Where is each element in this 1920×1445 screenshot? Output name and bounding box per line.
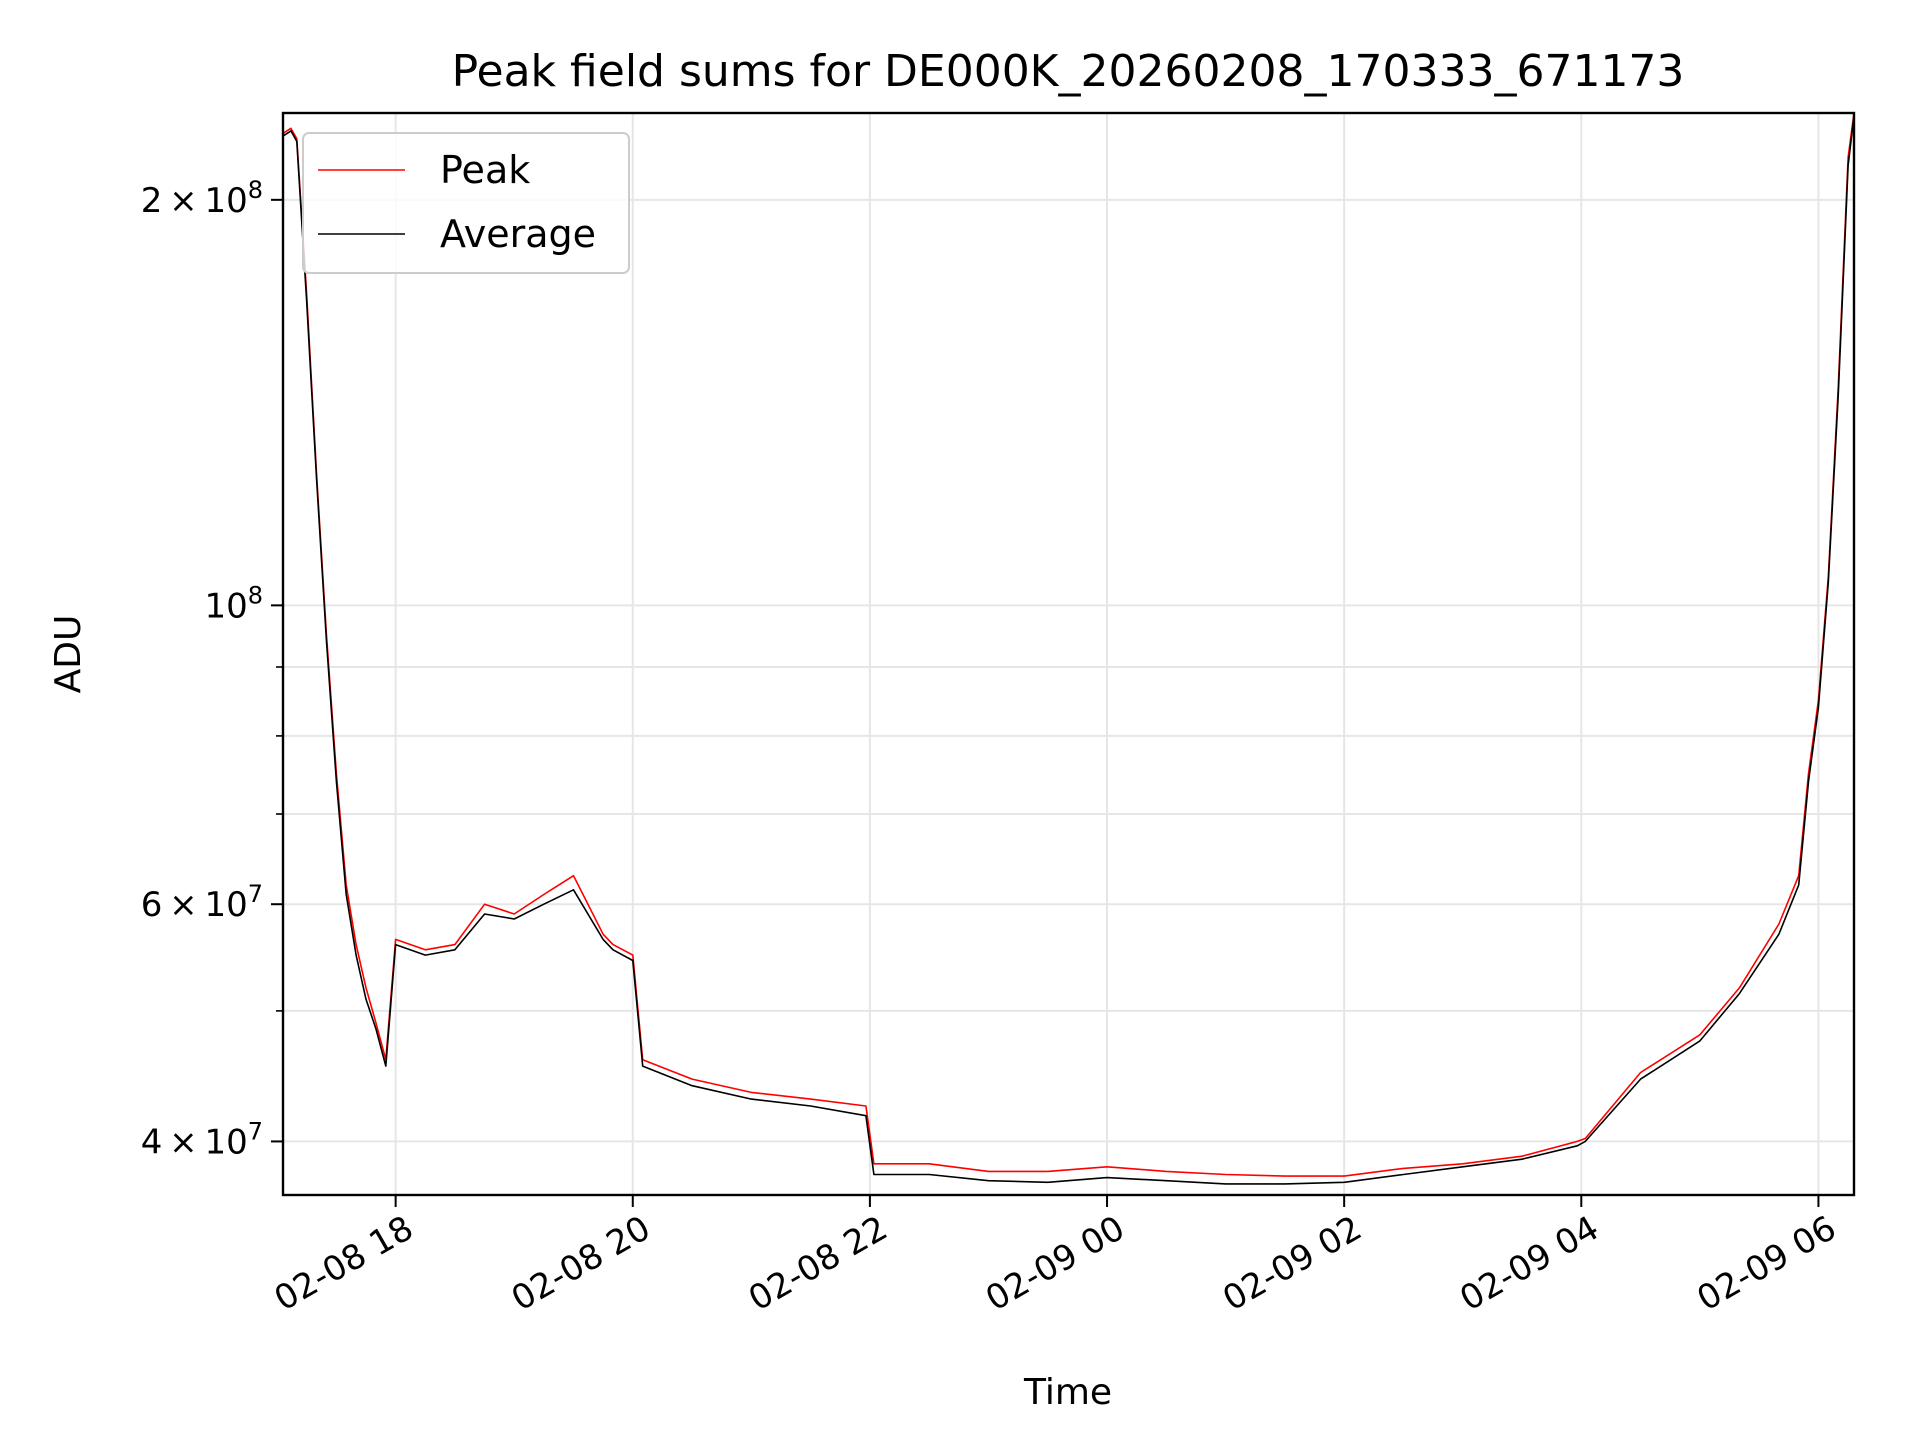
chart-title: Peak field sums for DE000K_20260208_1703… (452, 46, 1685, 97)
series-layer (283, 113, 1854, 1185)
series-line-peak (283, 113, 1854, 1177)
series-line-average (283, 115, 1854, 1185)
y-axis-label: ADU (48, 615, 89, 694)
y-tick-label: 4 × 107 (141, 1117, 263, 1162)
y-tick-label: 2 × 108 (141, 176, 263, 221)
x-axis-label: Time (1023, 1372, 1112, 1413)
y-tick-label: 6 × 107 (141, 880, 263, 925)
legend: Peak Average (302, 132, 630, 274)
grid (283, 113, 1854, 1195)
legend-label-average: Average (440, 212, 596, 256)
y-tick-label: 108 (204, 581, 263, 626)
y-ticks: 4 × 107 6 × 107 108 2 × 108 (141, 176, 283, 1162)
plot-frame (281, 111, 1856, 1197)
legend-label-peak: Peak (440, 148, 530, 192)
legend-frame (302, 132, 630, 274)
